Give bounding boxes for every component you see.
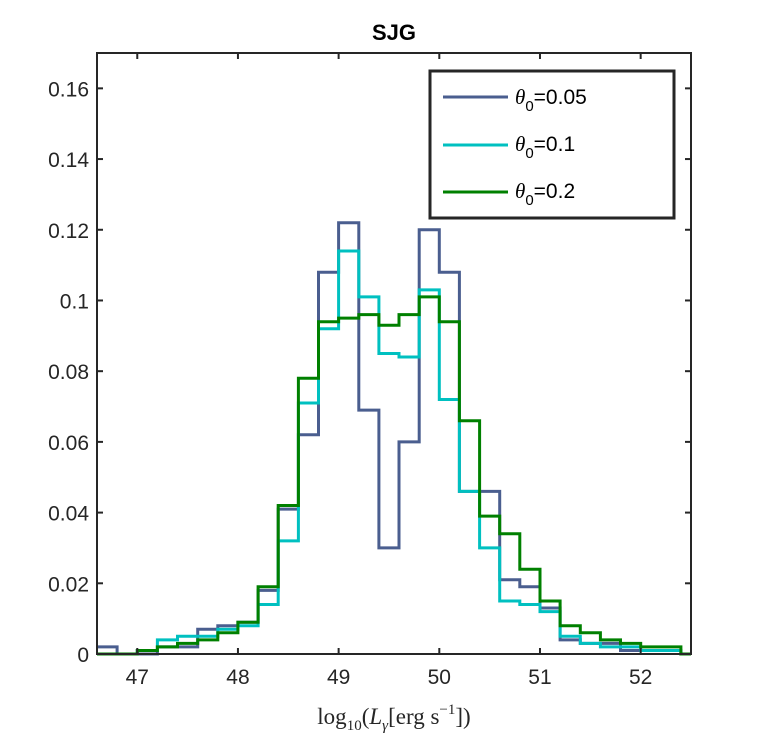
y-tick-label: 0.02 — [48, 573, 89, 596]
x-axis-label-var: L — [368, 704, 382, 729]
y-tick-label: 0.14 — [48, 149, 89, 172]
x-axis-label-var-sub: γ — [382, 718, 389, 734]
y-tick-label: 0.1 — [60, 290, 89, 313]
y-tick-label: 0 — [77, 644, 89, 667]
series-layer — [97, 221, 691, 656]
x-axis-label-prefix-sub: 10 — [347, 718, 362, 734]
y-tick-label: 0.12 — [48, 220, 89, 243]
legend-item-theta-0-2: θ0=0.2 — [443, 179, 575, 209]
legend-item-theta-0-05: θ0=0.05 — [443, 85, 587, 115]
x-axis-label: log10(Lγ[erg s−1]) — [317, 702, 470, 734]
x-tick-label: 49 — [327, 666, 350, 689]
legend-label-theta-0-2: θ0=0.2 — [515, 179, 575, 209]
x-axis-label-prefix: log — [317, 704, 347, 729]
plot-frame — [96, 52, 692, 655]
x-tick-label: 50 — [428, 666, 451, 689]
legend-label-theta-0-1: θ0=0.1 — [515, 132, 575, 162]
x-axis-label-bracket-open: [erg s — [388, 704, 439, 729]
x-axis-label-open: ( — [362, 704, 370, 729]
chart-title: SJG — [372, 20, 416, 45]
y-tick-label: 0.04 — [48, 503, 89, 526]
y-tick-label: 0.06 — [48, 432, 89, 455]
y-tick-label: 0.08 — [48, 361, 89, 384]
x-axis-label-bracket-close: ]) — [455, 704, 470, 729]
histogram-series-1 — [97, 221, 691, 656]
x-tick-label: 47 — [126, 666, 149, 689]
x-axis-label-exponent: −1 — [439, 702, 455, 718]
histogram-series-3 — [97, 295, 691, 656]
legend-label-theta-0-05: θ0=0.05 — [515, 85, 587, 115]
legend-item-theta-0-1: θ0=0.1 — [443, 132, 575, 162]
histogram-series-2 — [97, 249, 691, 656]
x-tick-label: 52 — [629, 666, 652, 689]
x-tick-label: 51 — [528, 666, 551, 689]
x-tick-label: 48 — [226, 666, 249, 689]
legend: θ0=0.05 θ0=0.1 θ0=0.2 — [428, 69, 676, 220]
y-tick-label: 0.16 — [48, 78, 89, 101]
